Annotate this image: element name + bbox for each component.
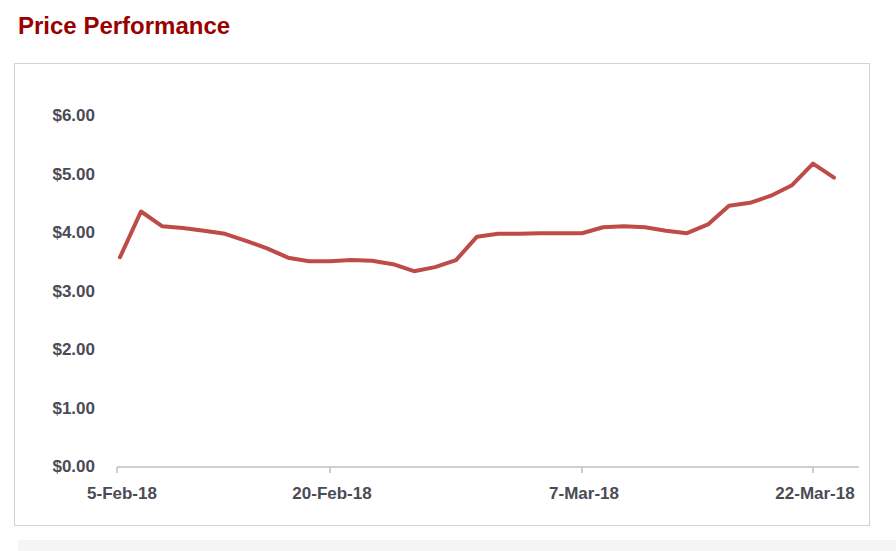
x-axis-label: 7-Mar-18 — [549, 484, 619, 503]
y-axis-label: $6.00 — [52, 106, 95, 125]
x-axis-label: 5-Feb-18 — [87, 484, 157, 503]
price-performance-chart: 5-Feb-18 20-Feb-18 7-Mar-18 22-Mar-18 $0.00 $… — [14, 63, 870, 526]
chart-title: Price Performance — [18, 12, 230, 40]
y-axis-label: $0.00 — [52, 457, 95, 476]
y-axis-label: $3.00 — [52, 282, 95, 301]
page-bottom-divider — [18, 540, 896, 551]
line-chart-canvas: 5-Feb-18 20-Feb-18 7-Mar-18 22-Mar-18 $0.00 $… — [15, 64, 869, 525]
y-axis-label: $1.00 — [52, 399, 95, 418]
price-series-line — [120, 164, 834, 272]
x-axis-label: 22-Mar-18 — [775, 484, 854, 503]
x-axis-label: 20-Feb-18 — [292, 484, 371, 503]
y-axis-label: $5.00 — [52, 165, 95, 184]
y-axis-label: $2.00 — [52, 340, 95, 359]
page: Price Performance 5-Feb-18 20-Feb-18 7-Mar… — [0, 0, 896, 551]
y-axis-label: $4.00 — [52, 223, 95, 242]
